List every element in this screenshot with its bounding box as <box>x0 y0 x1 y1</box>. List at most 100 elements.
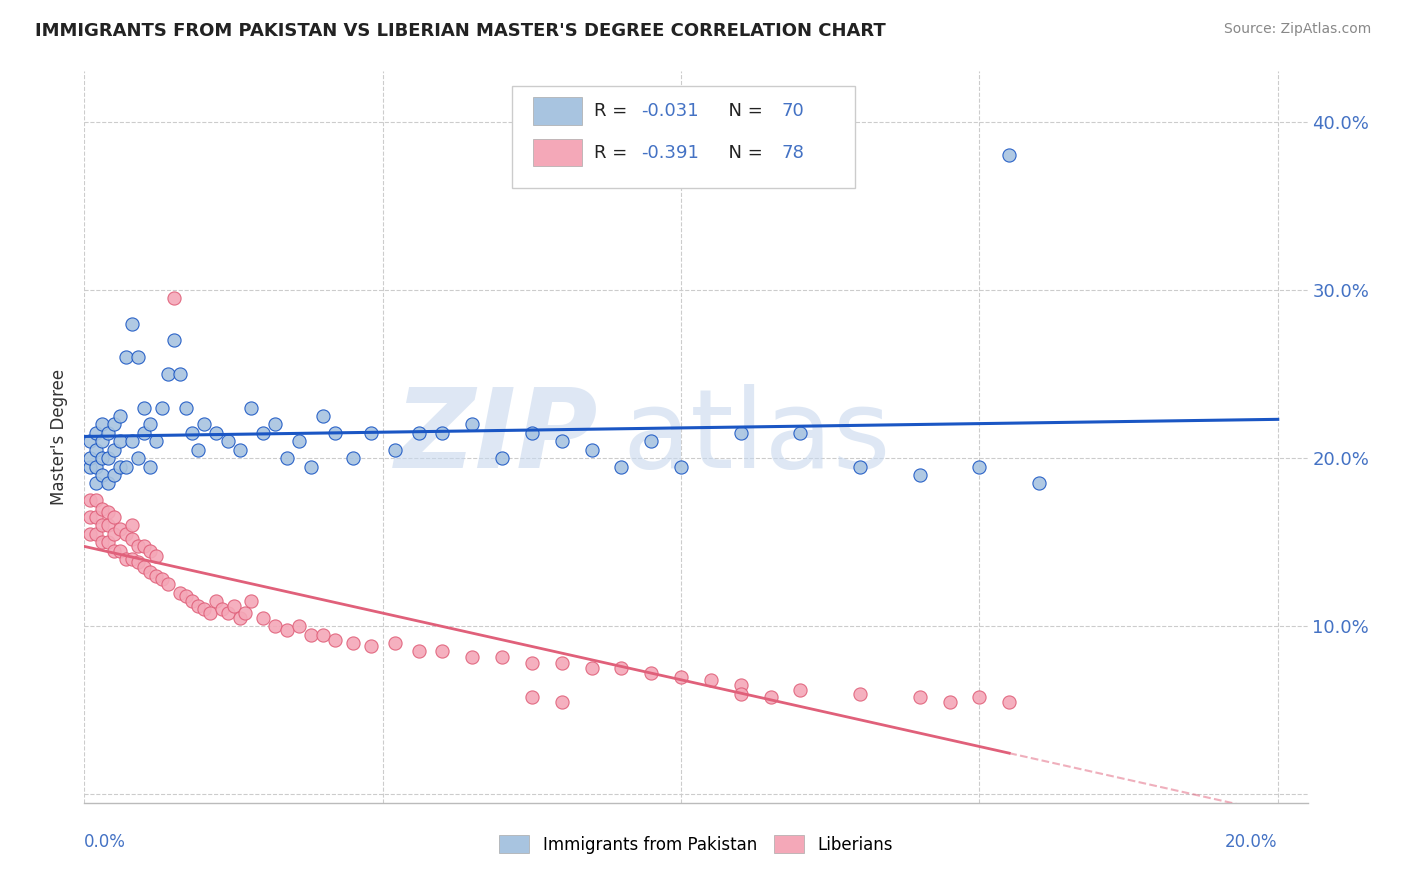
Point <box>360 425 382 440</box>
Point <box>551 434 574 449</box>
Point <box>520 425 543 440</box>
Point <box>408 644 430 658</box>
Point <box>145 434 167 449</box>
Text: 0.0%: 0.0% <box>84 833 127 851</box>
Point <box>998 695 1021 709</box>
Point <box>276 623 298 637</box>
Point <box>97 535 120 549</box>
Point <box>103 526 125 541</box>
Point <box>108 409 131 423</box>
Point <box>491 649 513 664</box>
Text: ZIP: ZIP <box>395 384 598 491</box>
Point <box>91 467 114 482</box>
Point <box>323 632 346 647</box>
Point <box>150 401 173 415</box>
Point <box>789 683 811 698</box>
Legend: Immigrants from Pakistan, Liberians: Immigrants from Pakistan, Liberians <box>492 829 900 860</box>
Point <box>276 451 298 466</box>
Point <box>312 627 335 641</box>
Point <box>121 518 143 533</box>
Point <box>145 549 167 563</box>
Point <box>849 459 872 474</box>
Point <box>84 459 107 474</box>
Point <box>121 317 143 331</box>
Point <box>115 552 138 566</box>
Point <box>132 539 155 553</box>
Point <box>127 539 149 553</box>
Point <box>217 434 239 449</box>
Point <box>491 451 513 466</box>
Point <box>84 425 107 440</box>
Point <box>132 401 155 415</box>
Point <box>342 636 364 650</box>
Y-axis label: Master's Degree: Master's Degree <box>51 369 69 505</box>
Point <box>198 606 221 620</box>
Point <box>432 425 454 440</box>
Point <box>204 594 226 608</box>
Point <box>323 425 346 440</box>
Point <box>103 543 125 558</box>
Point <box>938 695 960 709</box>
Point <box>240 401 263 415</box>
Point <box>163 291 186 305</box>
Point <box>759 690 782 704</box>
Point <box>640 434 662 449</box>
Point <box>384 636 406 650</box>
Point <box>91 434 114 449</box>
FancyBboxPatch shape <box>513 86 855 188</box>
Text: -0.391: -0.391 <box>641 144 699 161</box>
Point <box>174 401 197 415</box>
Text: 70: 70 <box>782 102 804 120</box>
Point <box>969 690 991 704</box>
Point <box>998 148 1021 162</box>
Point <box>187 442 209 457</box>
Point <box>360 640 382 654</box>
Point <box>91 417 114 432</box>
Point <box>121 434 143 449</box>
Point <box>108 543 131 558</box>
Point <box>299 627 322 641</box>
Point <box>115 350 138 364</box>
Point <box>174 589 197 603</box>
Point <box>115 526 138 541</box>
Point <box>908 690 931 704</box>
Text: N =: N = <box>717 102 768 120</box>
Point <box>432 644 454 658</box>
Point <box>252 425 274 440</box>
Point <box>79 493 101 508</box>
Point <box>240 594 263 608</box>
Point <box>193 602 215 616</box>
Point <box>132 560 155 574</box>
Point <box>127 350 149 364</box>
Point <box>180 425 202 440</box>
FancyBboxPatch shape <box>533 97 582 125</box>
Point <box>84 526 107 541</box>
Point <box>79 526 101 541</box>
Text: R =: R = <box>595 102 634 120</box>
Point <box>193 417 215 432</box>
Point <box>139 566 162 580</box>
Point <box>228 611 250 625</box>
Point <box>204 425 226 440</box>
Point <box>121 532 143 546</box>
Point <box>299 459 322 474</box>
Point <box>187 599 209 613</box>
Point <box>91 451 114 466</box>
Point <box>97 451 120 466</box>
Point <box>520 690 543 704</box>
Point <box>84 476 107 491</box>
Point <box>235 606 257 620</box>
Point <box>103 442 125 457</box>
Point <box>84 510 107 524</box>
Text: atlas: atlas <box>623 384 891 491</box>
Point <box>730 425 752 440</box>
Point <box>461 649 484 664</box>
Point <box>79 459 101 474</box>
Point <box>222 599 245 613</box>
Point <box>264 619 287 633</box>
Point <box>211 602 233 616</box>
Point <box>581 442 603 457</box>
Point <box>228 442 250 457</box>
Point <box>91 535 114 549</box>
Point <box>581 661 603 675</box>
